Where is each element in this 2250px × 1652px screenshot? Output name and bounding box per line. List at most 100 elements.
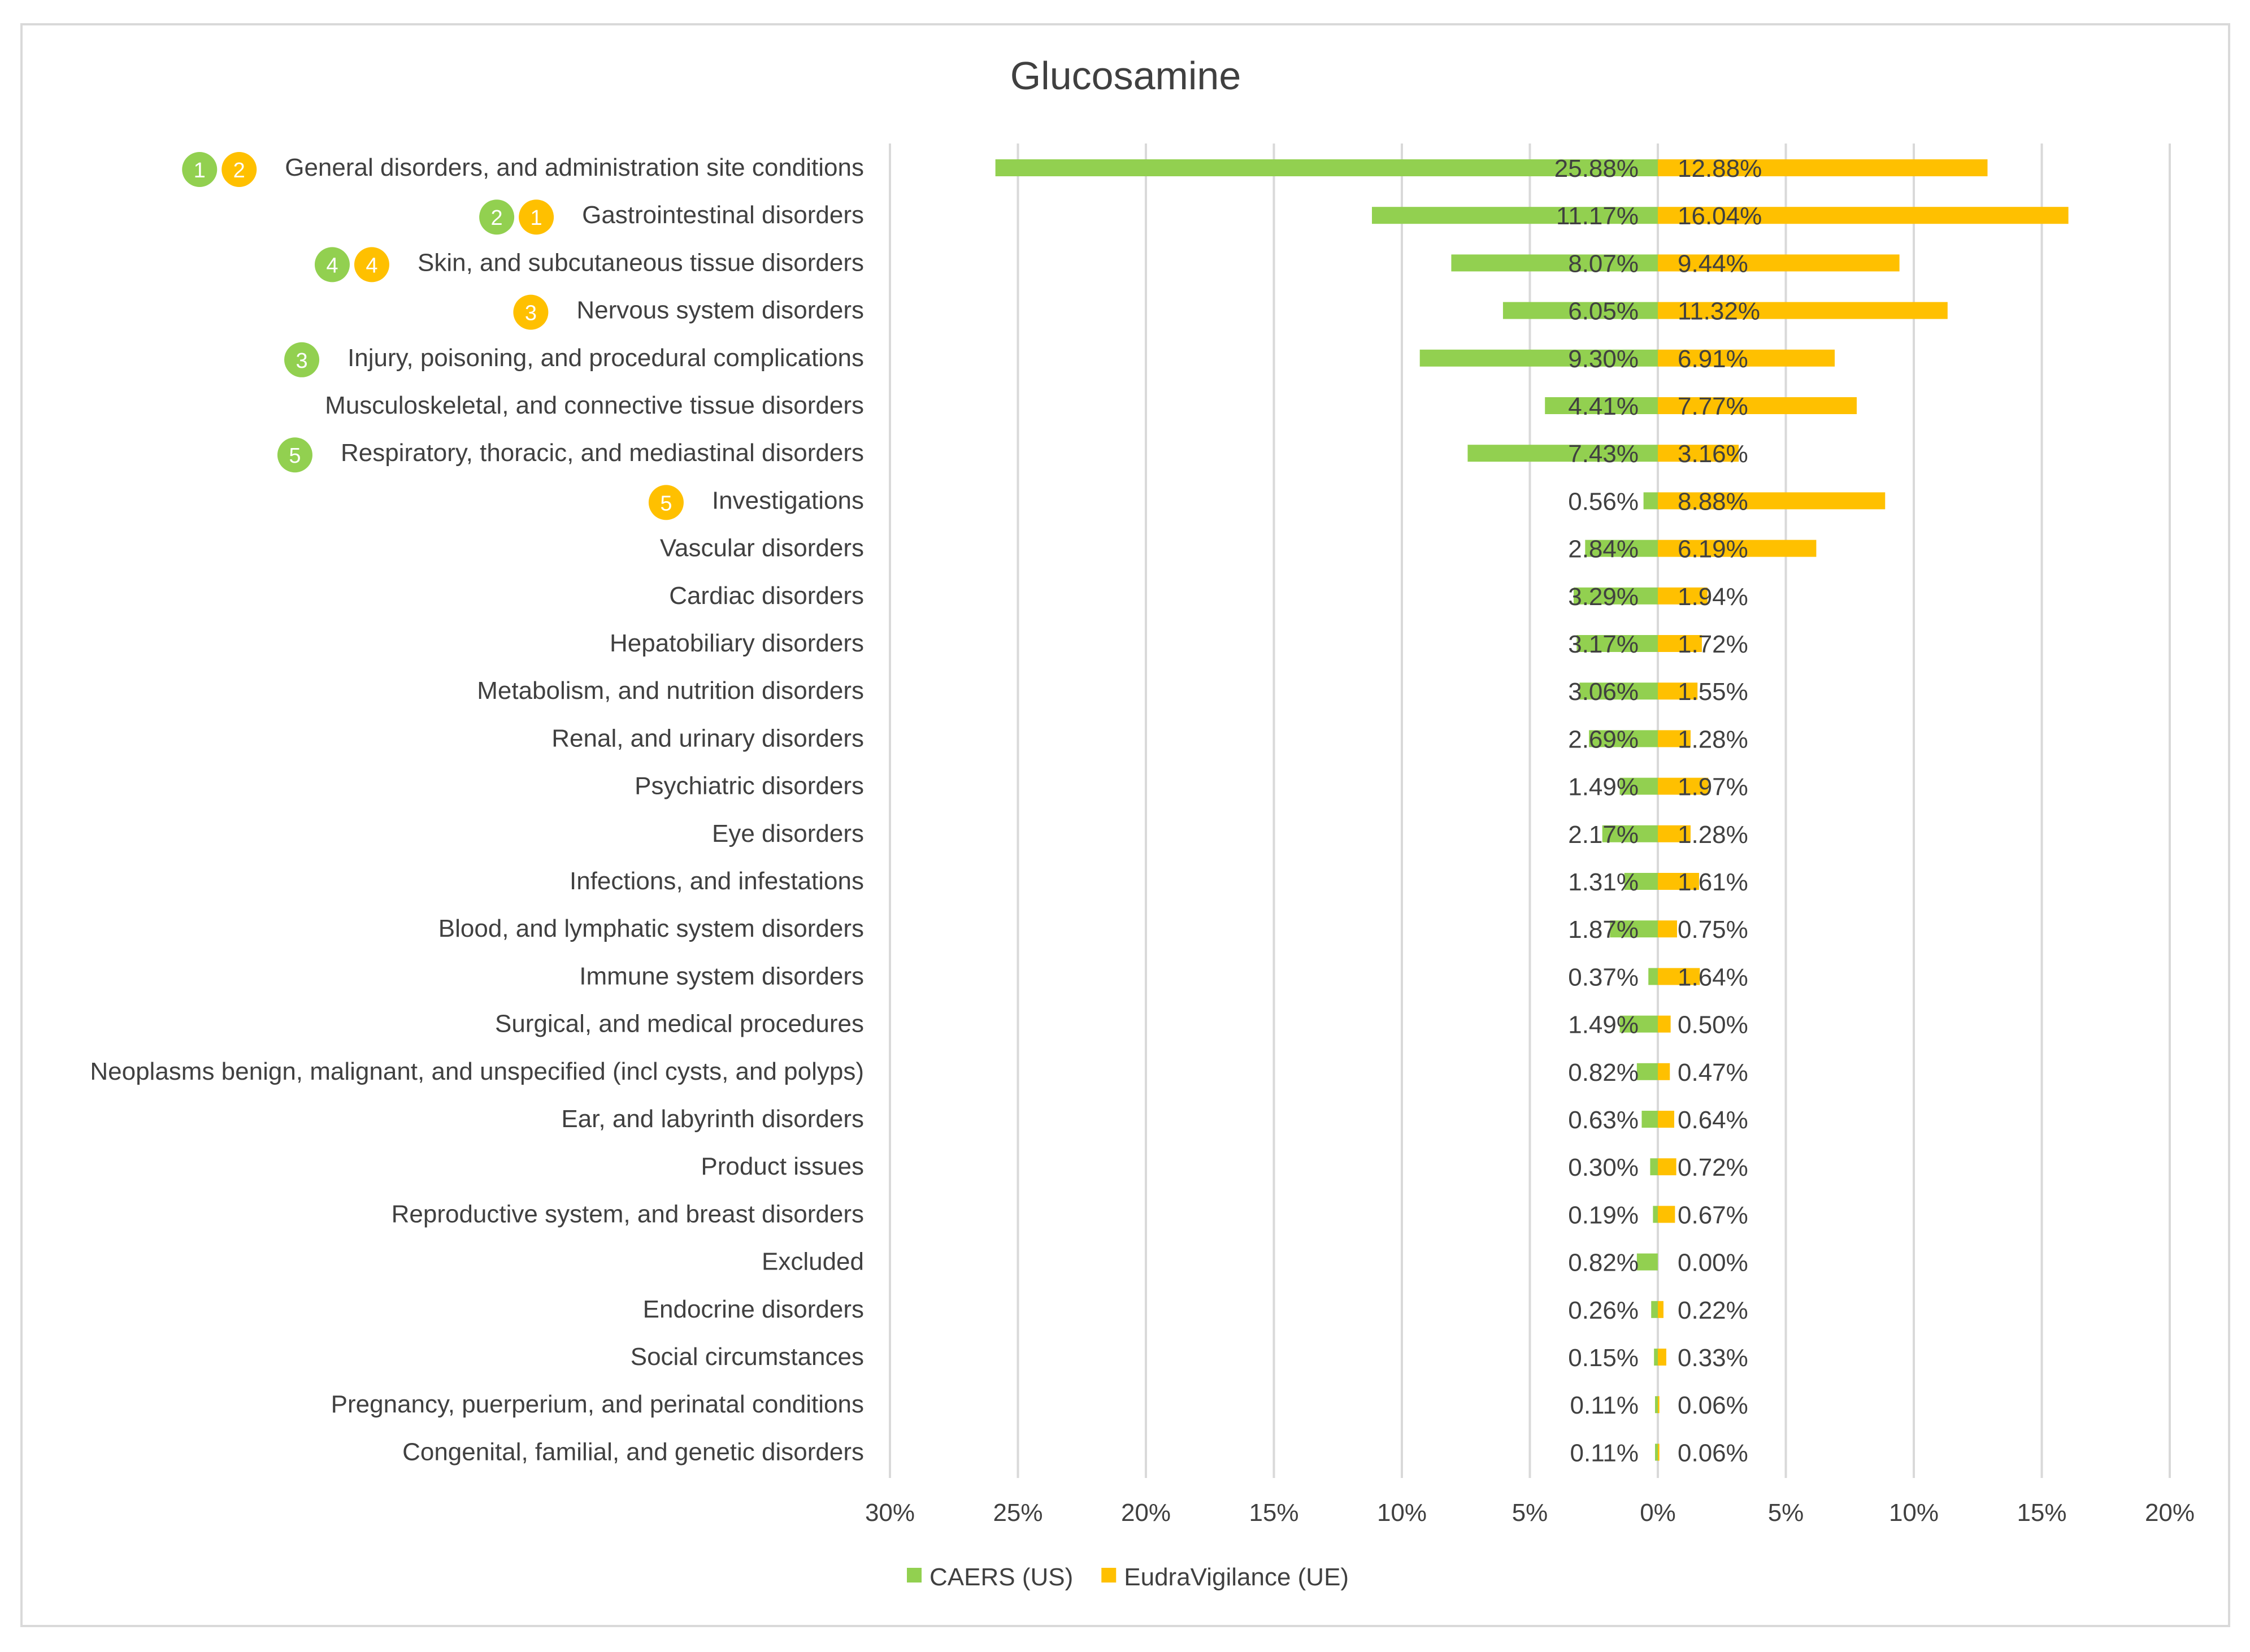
x-tick-label: 0%	[1640, 1499, 1676, 1527]
category-label: Immune system disorders	[579, 962, 864, 990]
x-tick-label: 5%	[1768, 1499, 1804, 1527]
category-label: Product issues	[701, 1153, 864, 1180]
data-label-eudravigilance: 0.67%	[1678, 1201, 1748, 1229]
data-label-caers: 2.69%	[1568, 725, 1639, 753]
bar-eudravigilance	[1658, 968, 1700, 985]
x-tick-label: 15%	[1249, 1499, 1298, 1527]
rank-badge-number: 1	[194, 159, 206, 182]
bar-caers	[1643, 492, 1658, 510]
data-label-caers: 2.84%	[1568, 536, 1639, 563]
category-label: Investigations	[712, 486, 864, 514]
bar-caers	[1419, 349, 1658, 367]
bar-eudravigilance	[1658, 635, 1702, 652]
data-label-caers: 8.07%	[1568, 250, 1639, 277]
bar-caers	[1502, 302, 1658, 319]
data-label-eudravigilance: 6.91%	[1678, 345, 1748, 373]
bar-caers	[1610, 920, 1658, 938]
rank-badges: 2 1 1 2 4 4 3 3 5 5	[182, 152, 684, 520]
data-label-caers: 6.05%	[1568, 298, 1639, 325]
category-label: Nervous system disorders	[576, 297, 864, 324]
data-label-caers: 11.17%	[1556, 202, 1639, 230]
bar-eudravigilance	[1658, 873, 1699, 890]
data-label-caers: 1.49%	[1568, 1011, 1639, 1039]
rank-badge-green	[314, 247, 350, 282]
data-label-caers: 0.19%	[1568, 1201, 1639, 1229]
data-label-caers: 9.30%	[1568, 345, 1639, 373]
legend-label: EudraVigilance (UE)	[1124, 1563, 1349, 1591]
data-label-caers: 1.87%	[1568, 916, 1639, 944]
data-label-eudravigilance: 0.50%	[1678, 1011, 1748, 1039]
data-label-eudravigilance: 0.47%	[1678, 1059, 1748, 1086]
category-label: Eye disorders	[712, 820, 864, 847]
data-label-eudravigilance: 11.32%	[1678, 298, 1760, 325]
bar-caers	[1636, 1253, 1658, 1271]
x-tick-label: 5%	[1512, 1499, 1548, 1527]
bar-eudravigilance	[1658, 1349, 1666, 1366]
category-label: Pregnancy, puerperium, and perinatal con…	[331, 1390, 864, 1418]
bar-caers	[1651, 1301, 1658, 1318]
data-label-caers: 0.82%	[1568, 1249, 1639, 1277]
bar-eudravigilance	[1658, 1396, 1660, 1414]
category-label: Blood, and lymphatic system disorders	[438, 915, 864, 942]
bar-eudravigilance	[1658, 920, 1677, 938]
category-label: Vascular disorders	[660, 534, 864, 562]
category-label: Endocrine disorders	[643, 1295, 864, 1323]
data-label-caers: 0.63%	[1568, 1106, 1639, 1134]
data-label-eudravigilance: 8.88%	[1678, 488, 1748, 515]
data-label-eudravigilance: 1.64%	[1678, 963, 1748, 991]
bar-caers	[1655, 1396, 1658, 1414]
category-label: Reproductive system, and breast disorder…	[392, 1200, 864, 1228]
bar-caers	[1650, 1158, 1658, 1176]
data-label-caers: 1.31%	[1568, 868, 1639, 896]
rank-badge-number: 2	[491, 206, 503, 230]
x-tick-label: 20%	[1121, 1499, 1171, 1527]
data-label-eudravigilance: 0.22%	[1678, 1297, 1748, 1324]
x-axis-ticks: 30% 25% 20% 15% 10% 5% 0% 5% 10% 15% 20%	[865, 1499, 2195, 1527]
category-label: Neoplasms benign, malignant, and unspeci…	[90, 1058, 864, 1085]
data-labels: 25.88% 12.88% 11.17% 16.04% 8.07% 9.44% 6.05% 1…	[1554, 155, 1762, 1467]
bar-eudravigilance	[1658, 587, 1708, 605]
category-label: Ear, and labyrinth disorders	[561, 1105, 864, 1133]
bar-eudravigilance	[1658, 1301, 1663, 1318]
bar-caers	[1589, 730, 1658, 747]
bar-eudravigilance	[1658, 254, 1900, 272]
data-label-eudravigilance: 0.33%	[1678, 1344, 1748, 1372]
bar-caers	[1641, 1111, 1658, 1128]
data-label-eudravigilance: 1.61%	[1678, 868, 1748, 896]
data-label-eudravigilance: 1.55%	[1678, 678, 1748, 706]
chart-title: Glucosamine	[1010, 54, 1241, 98]
category-label: Cardiac disorders	[669, 582, 864, 610]
legend-label: CAERS (US)	[929, 1563, 1073, 1591]
rank-badge-yellow	[354, 247, 389, 282]
rank-badge-green	[479, 199, 515, 235]
bar-caers	[1579, 682, 1658, 700]
rank-badge-yellow	[519, 199, 554, 235]
legend: CAERS (US) EudraVigilance (UE)	[907, 1563, 1349, 1591]
data-label-caers: 7.43%	[1568, 440, 1639, 468]
legend-swatch	[1101, 1568, 1117, 1583]
rank-badge-yellow	[513, 294, 549, 330]
bar-eudravigilance	[1658, 349, 1835, 367]
data-label-eudravigilance: 1.72%	[1678, 631, 1748, 658]
data-label-caers: 4.41%	[1568, 393, 1639, 420]
bar-caers	[1648, 968, 1658, 985]
rank-badge-number: 3	[296, 349, 307, 373]
rank-badge-green	[182, 152, 218, 187]
data-label-eudravigilance: 0.72%	[1678, 1154, 1748, 1181]
bar-caers	[1636, 1063, 1658, 1080]
bar-caers	[1602, 825, 1658, 842]
data-label-caers: 2.17%	[1568, 821, 1639, 849]
bar-eudravigilance	[1658, 540, 1817, 557]
category-label: General disorders, and administration si…	[285, 154, 864, 181]
category-label: Psychiatric disorders	[635, 772, 864, 800]
data-label-caers: 0.30%	[1568, 1154, 1639, 1181]
category-label: Injury, poisoning, and procedural compli…	[348, 344, 864, 372]
x-tick-label: 10%	[1889, 1499, 1939, 1527]
rank-badge-number: 1	[531, 206, 542, 230]
bar-eudravigilance	[1658, 207, 2069, 224]
category-label: Gastrointestinal disorders	[582, 201, 864, 229]
bar-eudravigilance	[1658, 825, 1691, 842]
bar-eudravigilance	[1658, 1444, 1660, 1461]
category-label: Metabolism, and nutrition disorders	[477, 677, 864, 705]
